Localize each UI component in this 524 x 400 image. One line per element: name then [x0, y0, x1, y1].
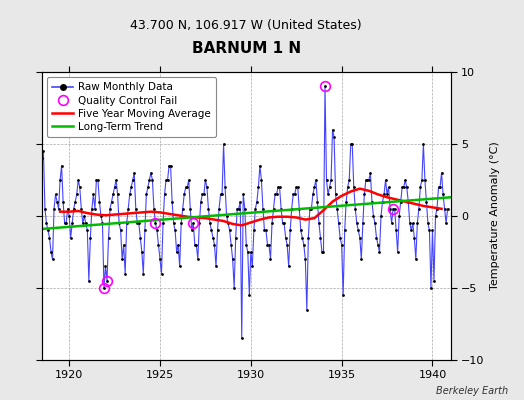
- Legend: Raw Monthly Data, Quality Control Fail, Five Year Moving Average, Long-Term Tren: Raw Monthly Data, Quality Control Fail, …: [47, 77, 216, 137]
- Y-axis label: Temperature Anomaly (°C): Temperature Anomaly (°C): [490, 142, 500, 290]
- Title: BARNUM 1 N: BARNUM 1 N: [192, 40, 301, 56]
- Text: Berkeley Earth: Berkeley Earth: [436, 386, 508, 396]
- Text: 43.700 N, 106.917 W (United States): 43.700 N, 106.917 W (United States): [130, 20, 362, 32]
